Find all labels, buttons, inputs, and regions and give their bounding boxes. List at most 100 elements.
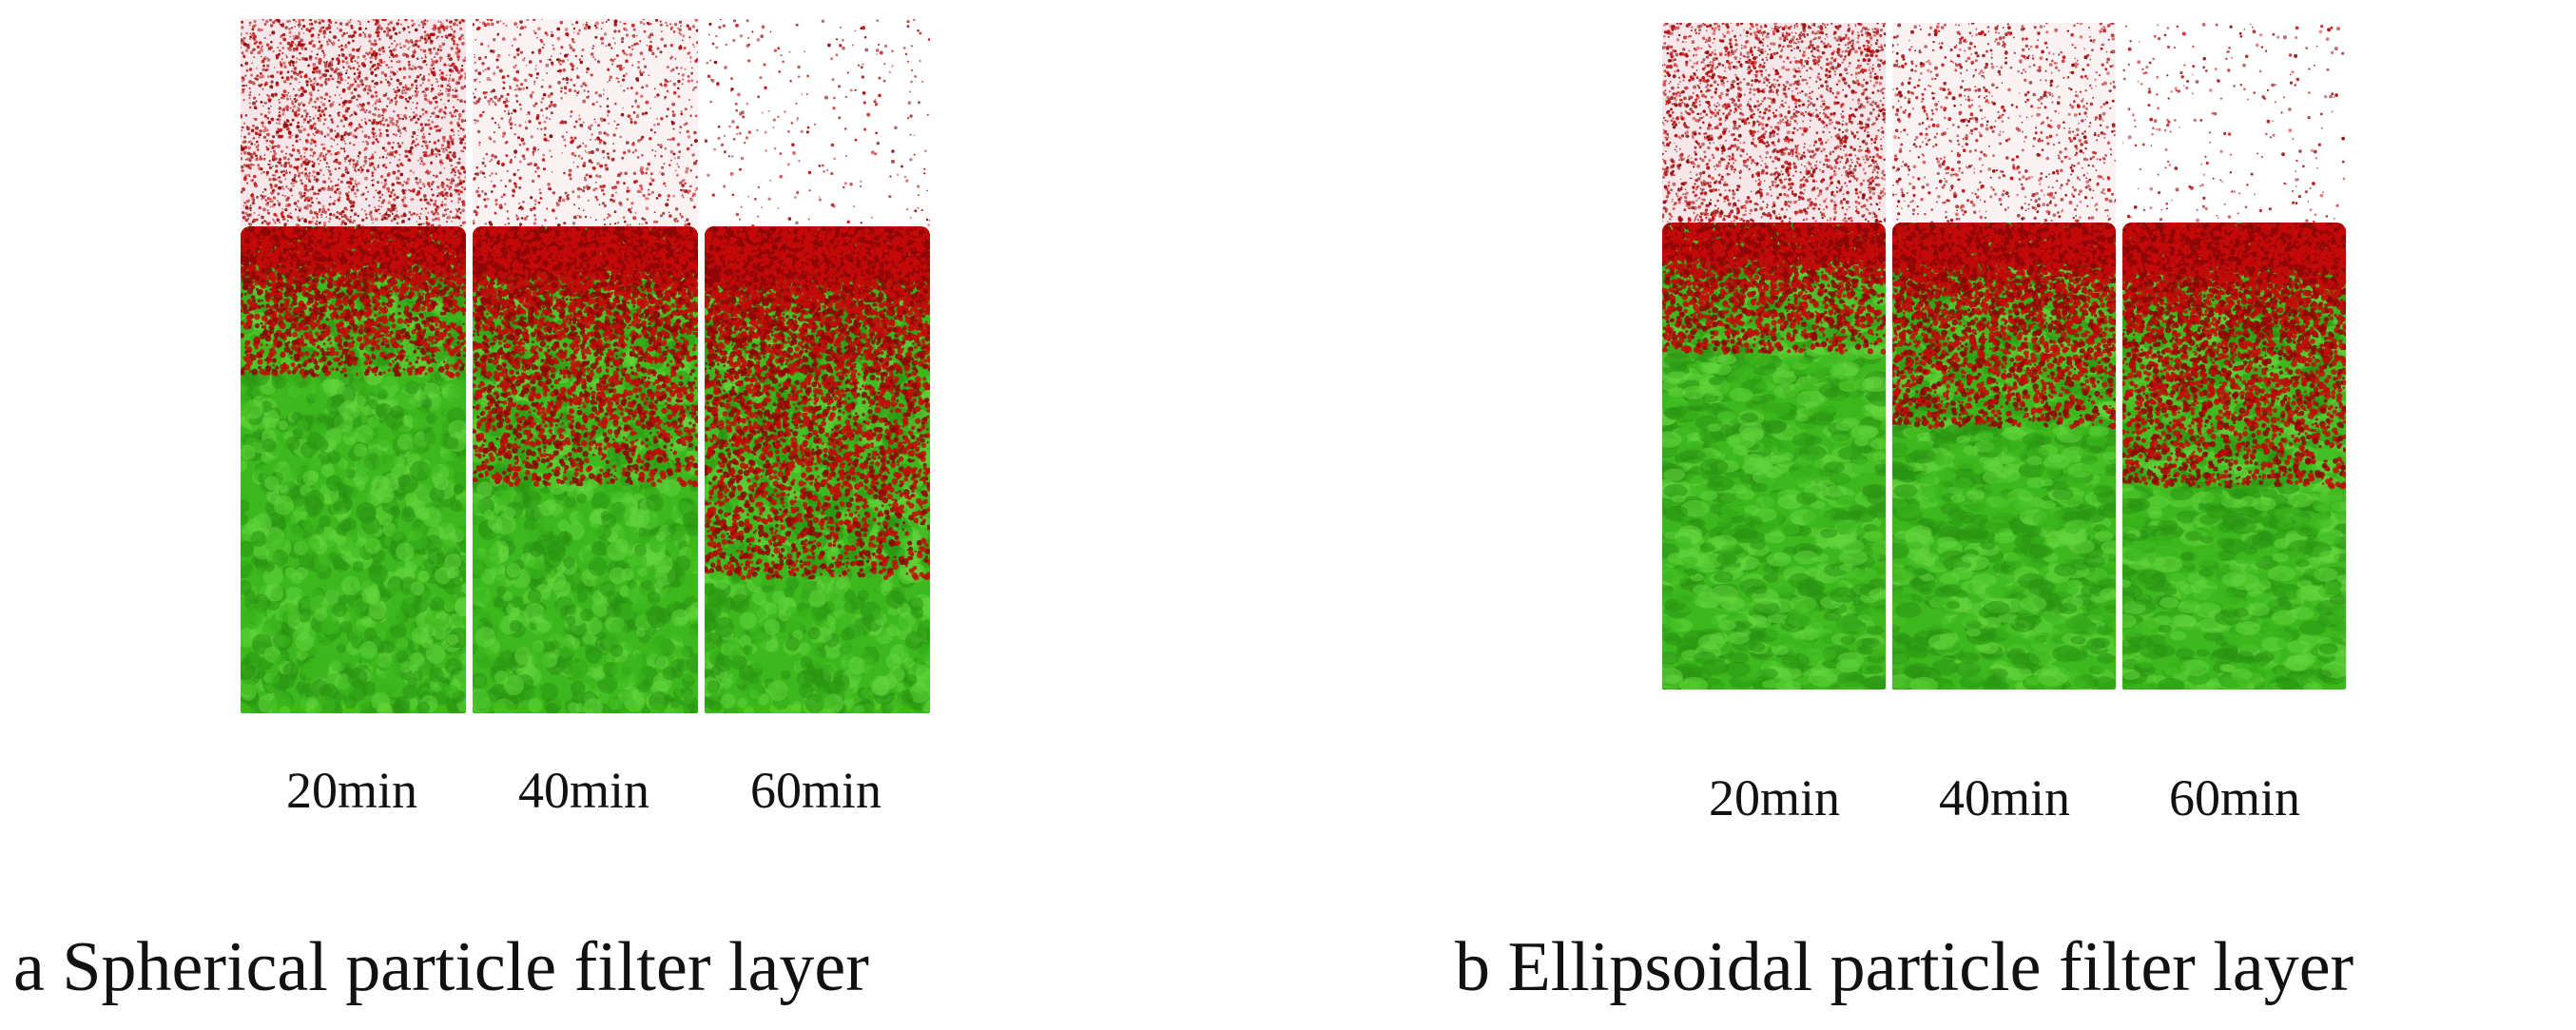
suspended-particle (435, 96, 437, 99)
suspended-particle (359, 23, 361, 25)
suspended-particle (376, 135, 378, 137)
suspended-particle (277, 71, 280, 74)
suspended-particle (428, 154, 431, 157)
suspended-particle (340, 181, 343, 184)
suspended-particle (450, 26, 453, 29)
filter-grain (396, 651, 408, 663)
suspended-particle (457, 197, 461, 201)
filter-grain (274, 654, 285, 666)
suspended-particle (392, 71, 395, 74)
suspended-particle (371, 122, 375, 126)
suspended-particle (242, 187, 245, 191)
suspended-particle (381, 114, 383, 116)
suspended-particle (420, 123, 423, 126)
suspended-particle (405, 98, 408, 101)
suspended-particle (266, 147, 269, 150)
suspended-particle (307, 121, 310, 124)
suspended-particle (344, 151, 346, 153)
suspended-particle (257, 196, 259, 198)
filter-grain (344, 695, 358, 709)
suspended-particle (297, 48, 299, 49)
suspended-particle (242, 51, 244, 54)
suspended-particle (290, 60, 293, 63)
suspended-particle (375, 31, 377, 33)
suspended-particle (446, 19, 448, 21)
suspended-particle (248, 146, 252, 150)
suspended-particle (352, 185, 355, 188)
suspended-particle (258, 149, 260, 151)
suspended-particle (305, 28, 308, 30)
suspended-particle (423, 223, 425, 224)
suspended-particle (345, 171, 347, 173)
suspended-particle (361, 219, 364, 222)
suspended-particle (315, 223, 317, 224)
suspended-particle (320, 216, 322, 218)
suspended-particle (275, 179, 277, 181)
suspended-particle (460, 86, 464, 89)
suspended-particle (302, 25, 305, 28)
suspended-particle (243, 136, 246, 139)
suspended-particle (375, 59, 377, 61)
suspended-particle (296, 57, 299, 60)
suspended-particle (351, 36, 354, 39)
suspended-particle (282, 62, 286, 66)
suspended-particle (338, 112, 339, 114)
suspended-particle (318, 33, 320, 36)
suspended-particle (264, 114, 267, 117)
suspended-particle (324, 80, 327, 83)
suspended-particle (435, 107, 436, 109)
filter-grain (377, 486, 394, 503)
suspended-particle (383, 112, 385, 114)
suspended-particle (365, 28, 367, 29)
suspended-particle (333, 35, 337, 39)
suspended-particle (297, 149, 300, 152)
filter-grain (296, 419, 308, 432)
suspended-particle (243, 123, 245, 125)
suspended-particle (370, 56, 373, 59)
suspended-particle (277, 177, 279, 179)
clog-particle (309, 295, 312, 298)
suspended-particle (323, 54, 325, 56)
clog-particle (425, 373, 428, 376)
suspended-particle (242, 126, 243, 128)
suspended-particle (282, 194, 284, 196)
suspended-particle (370, 61, 373, 64)
suspended-particle (396, 46, 397, 48)
suspended-particle (339, 218, 341, 221)
suspended-particle (371, 131, 374, 134)
suspended-particle (292, 65, 294, 67)
suspended-particle (292, 148, 296, 152)
suspended-particle (408, 31, 410, 33)
suspended-particle (429, 51, 433, 55)
suspended-particle (453, 40, 455, 43)
suspended-particle (417, 118, 420, 121)
suspended-particle (251, 62, 253, 64)
suspended-particle (319, 71, 321, 74)
suspended-particle (285, 204, 289, 207)
suspended-particle (255, 126, 259, 130)
suspended-particle (278, 202, 281, 205)
suspended-particle (267, 209, 269, 211)
suspended-particle (298, 26, 300, 28)
suspended-particle (436, 59, 438, 62)
suspended-particle (299, 59, 300, 61)
suspended-particle (351, 27, 354, 29)
suspended-particle (281, 108, 285, 112)
suspended-particle (408, 64, 411, 67)
suspended-particle (242, 88, 244, 91)
suspended-particle (379, 132, 381, 134)
suspended-particle (266, 133, 270, 137)
suspended-particle (453, 33, 455, 35)
suspended-particle (357, 68, 358, 69)
suspended-particle (421, 108, 424, 111)
clog-particle (279, 316, 284, 321)
suspended-particle (319, 41, 320, 43)
suspended-particle (336, 216, 339, 219)
suspended-particle (257, 46, 260, 49)
suspended-particle (362, 31, 364, 33)
suspended-particle (447, 88, 451, 92)
suspended-particle (355, 183, 357, 185)
suspended-particle (345, 72, 347, 74)
suspended-particle (416, 144, 419, 146)
suspended-particle (248, 93, 251, 96)
